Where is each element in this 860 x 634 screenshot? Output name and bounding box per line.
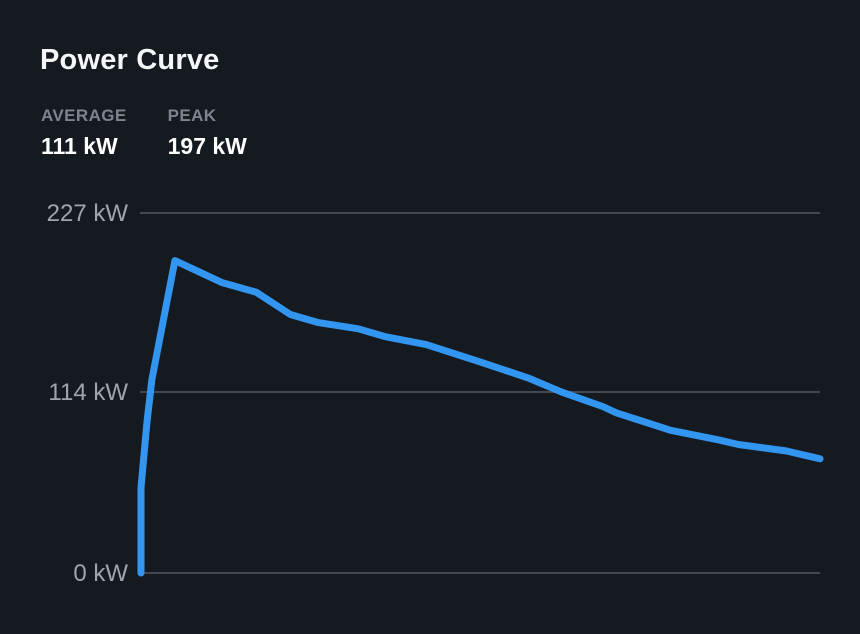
y-tick-label-0: 0 kW: [73, 560, 128, 587]
stat-peak-label: PEAK: [167, 106, 217, 125]
stat-peak-value: 197 kW: [167, 133, 247, 159]
y-tick-label-114: 114 kW: [48, 379, 128, 407]
y-tick-label-227: 227 kW: [46, 200, 128, 227]
gridline-227: [140, 212, 820, 214]
gridline-114: [140, 391, 820, 394]
stats-row: AVERAGE 111 kW PEAK 197 kW: [41, 106, 247, 160]
power-curve-line: [137, 257, 824, 577]
page-title: Power Curve: [40, 44, 220, 76]
stat-peak: PEAK 197 kW: [168, 106, 247, 160]
gridline-0: [140, 572, 820, 574]
stat-average: AVERAGE 111 kW: [41, 106, 127, 160]
stat-average-label: AVERAGE: [41, 106, 127, 125]
stat-average-value: 111 kW: [41, 133, 118, 159]
